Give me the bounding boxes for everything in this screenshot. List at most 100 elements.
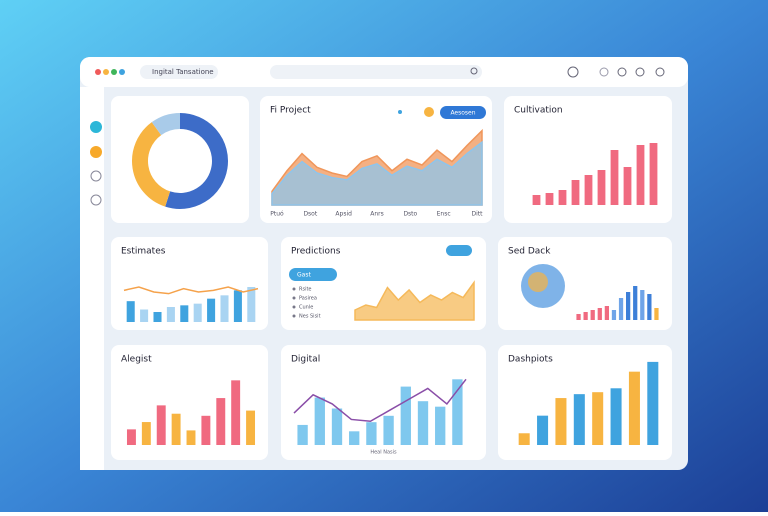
x-axis-label: Heal Nasis (370, 450, 397, 456)
bar (207, 298, 216, 322)
x-tick-label: Dsto (403, 211, 417, 218)
list-bullet (292, 287, 296, 291)
bar (366, 422, 377, 445)
list-item: Nes Sisit (299, 314, 321, 320)
toggle[interactable] (446, 245, 472, 256)
icon[interactable] (599, 67, 609, 77)
bar (349, 431, 360, 445)
search-bar[interactable] (270, 65, 482, 79)
icon[interactable] (567, 66, 579, 78)
tab[interactable] (140, 65, 218, 79)
bar (220, 295, 229, 322)
panel (111, 237, 268, 330)
x-tick-label: Ditt (472, 211, 484, 218)
globe-detail (528, 272, 548, 292)
bar (636, 145, 645, 205)
donut-slice (132, 122, 171, 207)
bar (618, 298, 624, 320)
button[interactable] (289, 268, 337, 281)
bar (647, 294, 652, 320)
bar (247, 287, 256, 322)
bar (246, 410, 256, 445)
bar (417, 401, 429, 445)
list-bullet (292, 305, 296, 309)
nav-icon[interactable] (90, 121, 102, 133)
bar (571, 180, 580, 205)
panel-title: Sed Dack (508, 247, 551, 257)
dot (103, 69, 109, 75)
button[interactable] (440, 106, 486, 119)
area (271, 140, 483, 206)
list-bullet (292, 314, 296, 318)
bar (297, 424, 308, 445)
panel-title: Estimates (121, 247, 166, 257)
bar (604, 306, 609, 320)
bar (584, 175, 593, 205)
bar (545, 193, 554, 205)
bar (518, 433, 530, 445)
bar (383, 415, 394, 445)
bar (576, 314, 581, 320)
donut-slice (165, 113, 228, 209)
x-tick-label: Anrs (370, 211, 384, 218)
button-label: Aesosen (450, 110, 475, 117)
donut-slice (151, 113, 181, 136)
bar (216, 398, 226, 445)
list-item: Cunle (299, 305, 313, 311)
bar (626, 292, 631, 320)
x-tick-label: Ensc (437, 211, 451, 218)
bar (171, 413, 181, 445)
bar (193, 303, 202, 322)
panel-title: Cultivation (514, 106, 563, 116)
dot (119, 69, 125, 75)
bar (314, 397, 325, 445)
dot (95, 69, 101, 75)
bar (647, 361, 659, 445)
legend-dot (398, 110, 402, 114)
nav-icon[interactable] (90, 146, 102, 158)
bar (140, 309, 149, 322)
bar (623, 167, 632, 205)
x-tick-label: Ptuó (270, 211, 284, 218)
bar (610, 150, 619, 205)
list-item: Rsite (299, 287, 312, 293)
bar (654, 308, 659, 320)
bar (583, 312, 588, 320)
bar (537, 415, 549, 445)
bar (649, 143, 658, 205)
bar (180, 305, 189, 322)
nav-icon[interactable] (90, 170, 102, 182)
panel-title: Alegist (121, 355, 152, 365)
bar (186, 430, 196, 445)
bar (231, 380, 241, 445)
bar (610, 388, 622, 445)
bar (166, 307, 175, 322)
bar (452, 379, 463, 445)
nav-icon[interactable] (90, 194, 102, 206)
bar (153, 312, 162, 322)
panel-title: Digital (291, 355, 320, 365)
list-bullet (292, 296, 296, 300)
bar (628, 371, 640, 445)
icon[interactable] (655, 67, 665, 77)
x-tick-label: Apsid (335, 211, 352, 218)
button-label: Gast (297, 272, 311, 279)
panel-title: Fi Project (270, 106, 311, 116)
bar (555, 398, 567, 445)
area (354, 280, 475, 321)
bar (201, 415, 211, 445)
sidebar (80, 87, 104, 470)
icon[interactable] (617, 67, 627, 77)
bar (558, 190, 567, 205)
icon[interactable] (635, 67, 645, 77)
panel-title: Predictions (291, 247, 341, 257)
bar (532, 195, 541, 205)
dot (111, 69, 117, 75)
bar (573, 394, 585, 445)
bar (590, 310, 595, 320)
list-item: Pasirea (299, 296, 317, 302)
bar (331, 408, 343, 445)
bar (597, 308, 602, 320)
